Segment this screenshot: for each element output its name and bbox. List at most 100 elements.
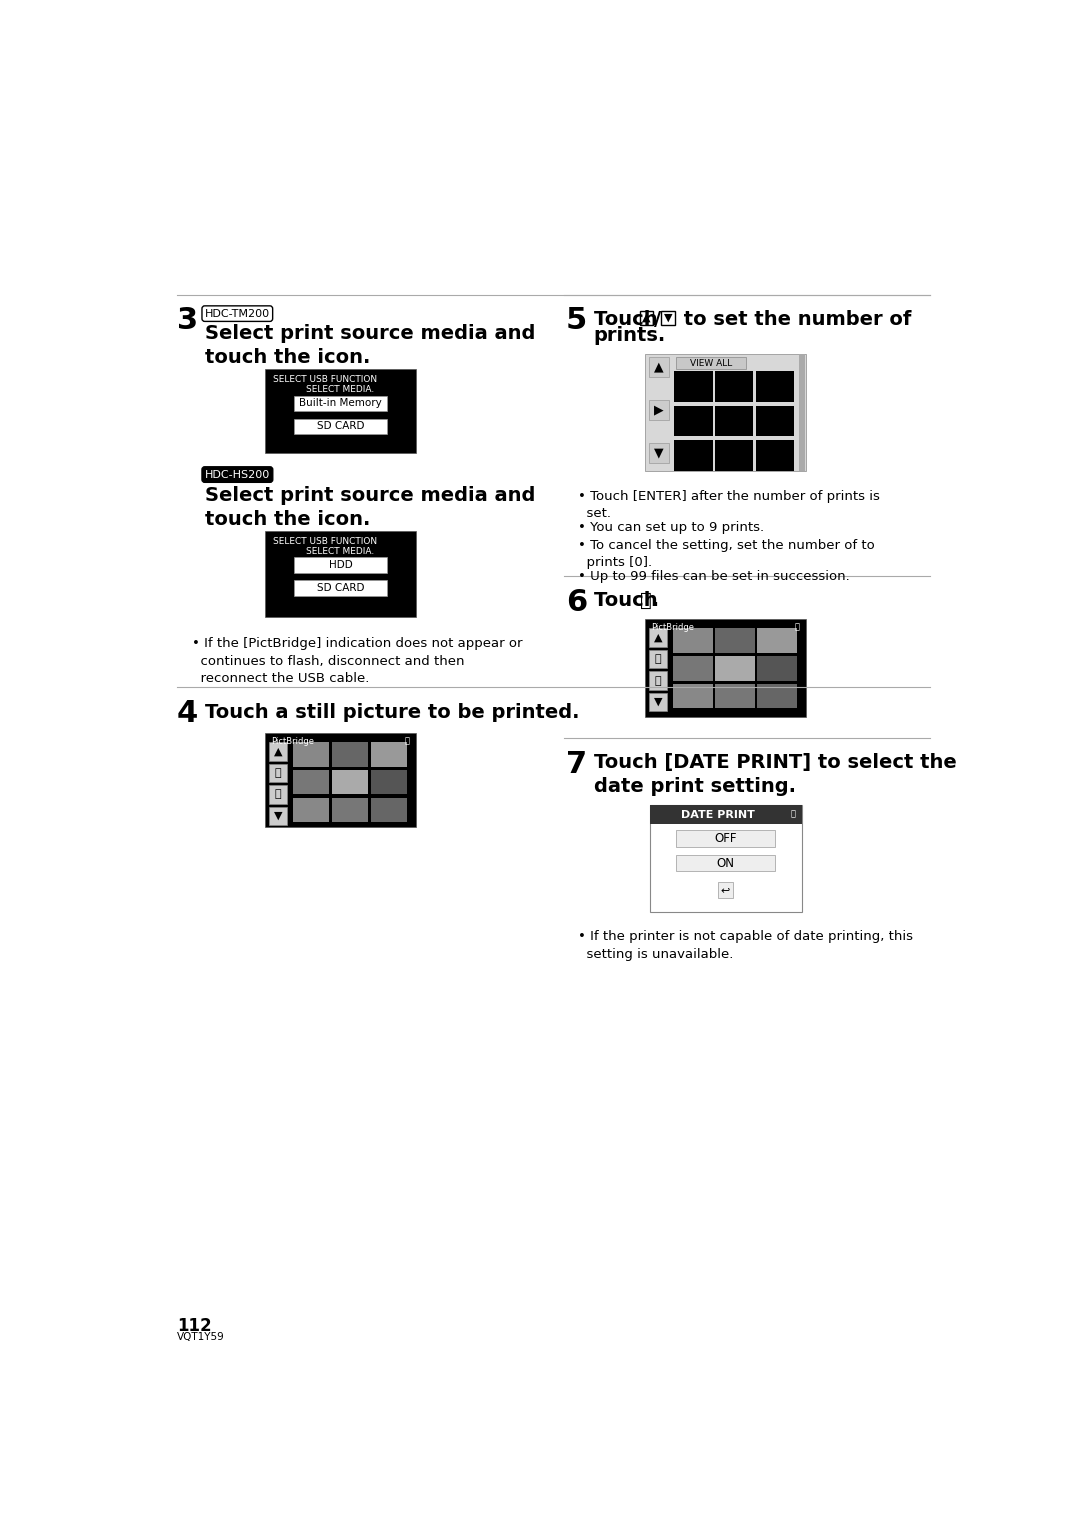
Bar — [756, 441, 794, 472]
Text: 7: 7 — [566, 749, 588, 778]
Text: HDC-TM200: HDC-TM200 — [205, 308, 270, 319]
Text: ▼: ▼ — [654, 447, 664, 459]
Text: • Up to 99 files can be set in succession.: • Up to 99 files can be set in successio… — [578, 571, 850, 583]
Text: • You can set up to 9 prints.: • You can set up to 9 prints. — [578, 522, 765, 534]
Text: ▲: ▲ — [273, 746, 282, 757]
Bar — [294, 557, 388, 572]
Text: SELECT USB FUNCTION: SELECT USB FUNCTION — [272, 537, 377, 546]
Text: • To cancel the setting, set the number of to
  prints [0].: • To cancel the setting, set the number … — [578, 539, 875, 569]
Text: SELECT USB FUNCTION: SELECT USB FUNCTION — [272, 375, 377, 385]
Text: 🔒: 🔒 — [274, 768, 281, 778]
Text: Touch [DATE PRINT] to select the
date print setting.: Touch [DATE PRINT] to select the date pr… — [594, 752, 957, 797]
Bar — [649, 629, 667, 647]
Text: ⎙: ⎙ — [405, 737, 409, 746]
Bar — [645, 620, 806, 717]
Bar — [269, 807, 287, 826]
Text: • Touch [ENTER] after the number of prints is
  set.: • Touch [ENTER] after the number of prin… — [578, 490, 880, 520]
Bar — [293, 769, 329, 795]
Bar — [649, 693, 667, 711]
Bar — [673, 629, 713, 653]
Text: 🔒: 🔒 — [654, 655, 661, 664]
Text: prints.: prints. — [594, 327, 666, 345]
Text: Touch: Touch — [594, 310, 664, 330]
Text: ▶: ▶ — [654, 404, 664, 417]
Text: 4: 4 — [177, 699, 198, 728]
Text: SELECT MEDIA.: SELECT MEDIA. — [307, 546, 375, 555]
Bar — [661, 311, 675, 325]
Bar — [332, 798, 368, 823]
Bar — [757, 629, 797, 653]
Text: • If the printer is not capable of date printing, this
  setting is unavailable.: • If the printer is not capable of date … — [578, 929, 914, 960]
Bar — [649, 444, 669, 464]
Text: ↩: ↩ — [720, 885, 730, 894]
Bar — [757, 684, 797, 708]
Bar — [370, 798, 407, 823]
Bar — [265, 732, 416, 827]
Bar — [718, 882, 733, 897]
Text: OFF: OFF — [714, 832, 737, 845]
Text: ⎙: ⎙ — [795, 623, 800, 632]
Bar — [715, 441, 753, 472]
Bar — [715, 371, 753, 401]
Text: ⎙: ⎙ — [791, 809, 795, 818]
Bar — [715, 629, 755, 653]
Text: ⦿: ⦿ — [654, 676, 661, 685]
Bar — [269, 786, 287, 804]
Bar — [756, 406, 794, 436]
Text: Select print source media and
touch the icon.: Select print source media and touch the … — [205, 324, 535, 368]
Text: Touch: Touch — [594, 591, 664, 610]
Bar — [370, 742, 407, 766]
Text: SD CARD: SD CARD — [316, 583, 364, 594]
Bar — [799, 354, 805, 472]
Text: ▼: ▼ — [653, 697, 662, 707]
Text: ON: ON — [716, 856, 734, 870]
Bar — [676, 855, 775, 871]
Text: ▼: ▼ — [664, 313, 673, 324]
Bar — [294, 418, 388, 433]
Text: to set the number of: to set the number of — [677, 310, 912, 330]
Text: 112: 112 — [177, 1317, 212, 1335]
Text: 3: 3 — [177, 307, 198, 336]
Text: Touch a still picture to be printed.: Touch a still picture to be printed. — [205, 703, 579, 722]
Bar — [294, 580, 388, 595]
Text: 6: 6 — [566, 588, 588, 617]
Bar — [676, 830, 775, 847]
Bar — [715, 406, 753, 436]
Text: Built-in Memory: Built-in Memory — [299, 398, 381, 409]
Text: • If the [PictBridge] indication does not appear or
  continues to flash, discon: • If the [PictBridge] indication does no… — [192, 638, 523, 685]
Text: PictBridge: PictBridge — [651, 623, 694, 632]
Text: 5: 5 — [566, 307, 588, 336]
Bar — [370, 769, 407, 795]
Text: HDC-HS200: HDC-HS200 — [205, 470, 270, 479]
Text: VQT1Y59: VQT1Y59 — [177, 1332, 225, 1341]
Bar — [674, 371, 713, 401]
Text: HDD: HDD — [328, 560, 352, 571]
Text: ▲: ▲ — [654, 360, 664, 374]
Bar — [715, 656, 755, 681]
Bar — [673, 684, 713, 708]
Bar — [674, 406, 713, 436]
Text: /: / — [654, 310, 661, 330]
Bar — [294, 395, 388, 410]
Text: Select print source media and
touch the icon.: Select print source media and touch the … — [205, 485, 535, 530]
Bar — [674, 441, 713, 472]
Bar — [645, 354, 806, 472]
Bar — [269, 742, 287, 760]
Bar — [265, 531, 416, 618]
Bar — [673, 656, 713, 681]
Bar — [649, 357, 669, 377]
Bar — [715, 684, 755, 708]
Bar — [293, 798, 329, 823]
Bar — [649, 671, 667, 690]
Bar — [293, 742, 329, 766]
Bar — [757, 656, 797, 681]
Text: ⦿.: ⦿. — [639, 591, 659, 610]
Text: PictBridge: PictBridge — [271, 737, 314, 746]
Bar — [676, 357, 745, 369]
Text: VIEW ALL: VIEW ALL — [690, 359, 732, 368]
Bar — [332, 742, 368, 766]
Text: SELECT MEDIA.: SELECT MEDIA. — [307, 385, 375, 394]
Text: SD CARD: SD CARD — [316, 421, 364, 432]
Bar — [332, 769, 368, 795]
Text: ▼: ▼ — [273, 810, 282, 821]
